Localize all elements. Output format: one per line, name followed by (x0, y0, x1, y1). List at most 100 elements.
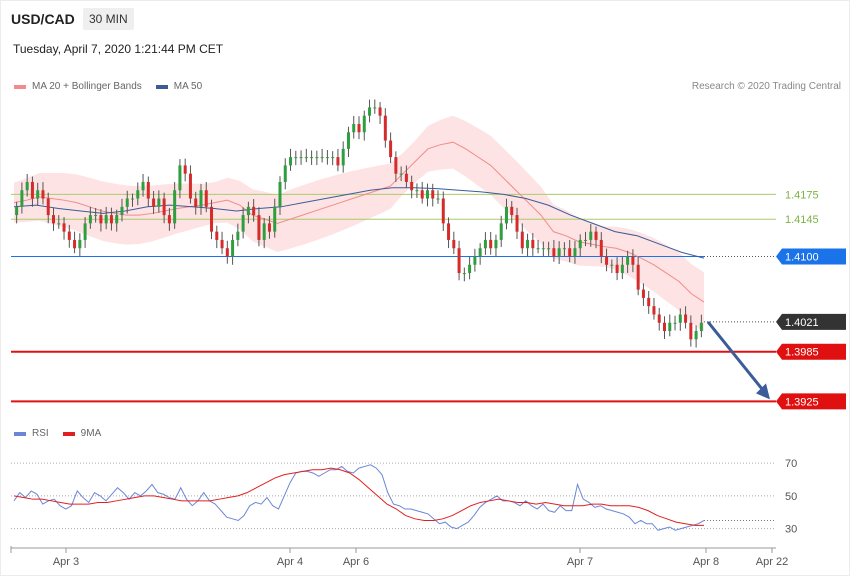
candle-body (441, 198, 445, 224)
candle-body (78, 239, 82, 249)
candle-body (462, 273, 466, 275)
candle-body (415, 190, 419, 192)
candle-body (615, 264, 619, 274)
candle-body (315, 157, 319, 159)
candle-body (188, 173, 192, 199)
candle-body (115, 215, 119, 224)
candle-body (257, 215, 261, 240)
level-label-1-3925: 1.3925 (785, 396, 819, 408)
candle-body (273, 206, 277, 232)
datetime-label: Tuesday, April 7, 2020 1:21:44 PM CET (13, 42, 224, 56)
candle-body (684, 314, 688, 323)
x-tick-label: Apr 6 (343, 556, 369, 568)
level-label-1-4175: 1.4175 (785, 189, 819, 201)
forecast-arrow-shaft (706, 320, 766, 393)
candle-body (404, 173, 408, 182)
candle-body (573, 248, 577, 257)
candle-body (610, 264, 614, 266)
candle-body (83, 223, 87, 240)
candle-body (41, 190, 45, 199)
candle-body (589, 231, 593, 240)
candle-body (183, 165, 187, 174)
rsi-tick-30: 30 (785, 524, 797, 536)
candle-body (489, 239, 493, 249)
rsi-series-rsi (13, 464, 705, 531)
candle-body (157, 198, 161, 207)
candle-body (583, 239, 587, 241)
candle-body (246, 206, 250, 216)
level-tag-1-4021 (776, 313, 846, 330)
candle-body (452, 239, 456, 249)
candle-body (541, 248, 545, 250)
candle-body (146, 181, 150, 199)
candle-body (673, 322, 677, 324)
candle-body (357, 123, 361, 133)
candle-body (167, 215, 171, 224)
candle-body (594, 231, 598, 240)
candle-body (689, 322, 693, 340)
candle-body (73, 239, 77, 249)
candle-body (204, 190, 208, 207)
candle-body (52, 215, 56, 224)
candle-body (331, 157, 335, 159)
candle-body (694, 331, 698, 340)
timeframe-badge[interactable]: 30 MIN (83, 8, 134, 30)
candle-body (262, 223, 266, 240)
rsi-tick-70: 70 (785, 458, 797, 470)
candle-body (20, 190, 24, 207)
level-tag-1-3925 (776, 393, 846, 410)
x-tick-label: Apr 22 (756, 556, 788, 568)
candle-body (104, 215, 108, 224)
candle-body (336, 157, 340, 166)
candle-body (120, 206, 124, 216)
candle-body (36, 190, 40, 199)
legend-label-ma20: MA 20 + Bollinger Bands (32, 81, 142, 92)
candle-body (552, 248, 556, 257)
candle-body (278, 181, 282, 207)
candle-body (231, 239, 235, 257)
candle-body (162, 198, 166, 216)
candle-body (299, 157, 303, 159)
candle-body (30, 181, 34, 199)
candle-body (99, 215, 103, 224)
candle-body (631, 256, 635, 265)
x-tick-label: Apr 8 (693, 556, 719, 568)
candle-body (294, 157, 298, 159)
candle-body (399, 173, 403, 175)
candle-body (304, 157, 308, 159)
candle-body (557, 248, 561, 257)
candle-body (283, 165, 287, 182)
legend-label-9ma: 9MA (80, 428, 102, 439)
candle-body (362, 115, 366, 133)
legend-swatch-9ma (62, 431, 75, 436)
legend-swatch-ma50 (155, 84, 168, 89)
candle-body (483, 239, 487, 249)
candle-body (457, 248, 461, 274)
candle-body (468, 264, 472, 274)
candle-body (599, 239, 603, 257)
candle-body (378, 107, 382, 116)
candle-body (447, 223, 451, 240)
candle-body (15, 206, 19, 216)
legend-swatch-ma20 (14, 84, 26, 89)
candle-body (425, 190, 429, 199)
candle-body (394, 157, 398, 174)
candle-body (657, 314, 661, 323)
candle-body (289, 157, 293, 166)
candle-body (568, 248, 572, 257)
level-tag-1-3985 (776, 343, 846, 360)
candle-body (473, 256, 477, 265)
candle-body (520, 231, 524, 249)
legend-label-rsi: RSI (32, 428, 49, 439)
candle-body (647, 297, 651, 307)
candle-body (668, 322, 672, 332)
candle-body (136, 190, 140, 199)
level-label-1-4145: 1.4145 (785, 214, 819, 226)
candle-body (620, 264, 624, 274)
candle-body (578, 239, 582, 249)
level-tag-1-4100 (776, 248, 846, 265)
candle-body (383, 115, 387, 141)
ma50-line (13, 187, 705, 259)
legend-label-ma50: MA 50 (173, 81, 203, 92)
ma20-line (13, 141, 705, 303)
